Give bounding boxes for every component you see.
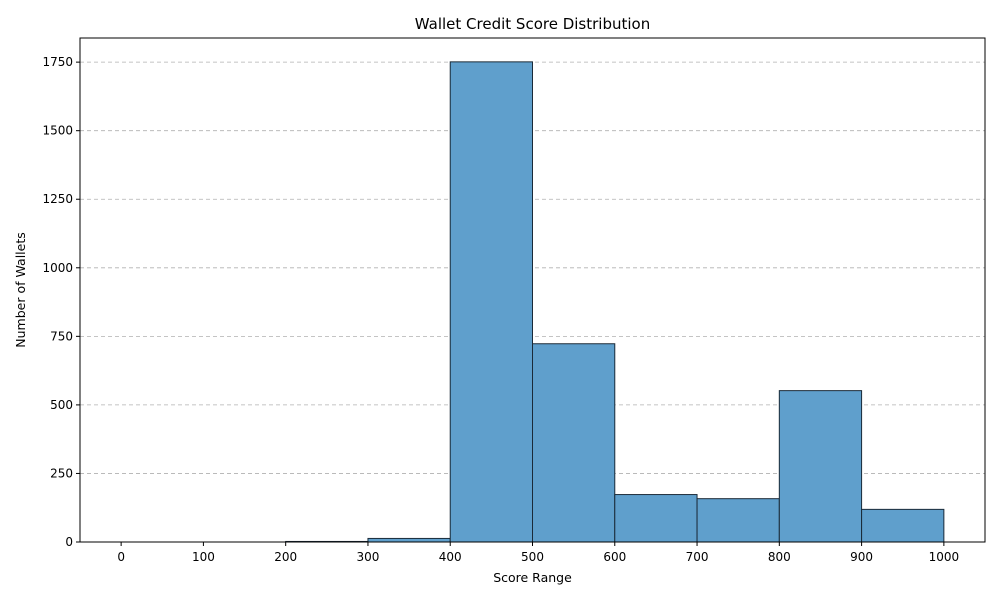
x-tick-label: 300 (357, 550, 380, 564)
y-tick-label: 1750 (42, 55, 73, 69)
x-tick-label: 100 (192, 550, 215, 564)
y-axis-label: Number of Wallets (13, 232, 28, 347)
y-tick-label: 1500 (42, 124, 73, 138)
x-tick-label: 200 (274, 550, 297, 564)
x-tick-label: 1000 (929, 550, 960, 564)
y-tick-label: 1000 (42, 261, 73, 275)
y-tick-label: 1250 (42, 192, 73, 206)
x-tick-label: 700 (686, 550, 709, 564)
y-tick-label: 750 (50, 329, 73, 343)
x-axis-label: Score Range (493, 570, 572, 585)
x-tick-label: 600 (603, 550, 626, 564)
y-tick-label: 500 (50, 398, 73, 412)
histogram-bar (614, 494, 698, 543)
histogram-bar (367, 537, 451, 543)
x-tick-label: 0 (117, 550, 125, 564)
bars (285, 61, 945, 543)
histogram-bar (778, 390, 863, 543)
histogram-bar (449, 61, 533, 543)
x-tick-label: 800 (768, 550, 791, 564)
histogram-bar (861, 508, 945, 543)
y-tick-label: 0 (65, 535, 73, 549)
y-axis-ticks: 0 250 500 750 1000 1250 1500 1750 (42, 55, 80, 549)
x-tick-label: 500 (521, 550, 544, 564)
histogram-bar (696, 498, 780, 543)
y-tick-label: 250 (50, 466, 73, 480)
chart-title: Wallet Credit Score Distribution (415, 15, 650, 33)
x-tick-label: 900 (850, 550, 873, 564)
x-tick-label: 400 (439, 550, 462, 564)
histogram-bar (532, 343, 616, 543)
x-axis-ticks: 0 100 200 300 400 500 600 700 800 900 1000 (117, 542, 959, 564)
